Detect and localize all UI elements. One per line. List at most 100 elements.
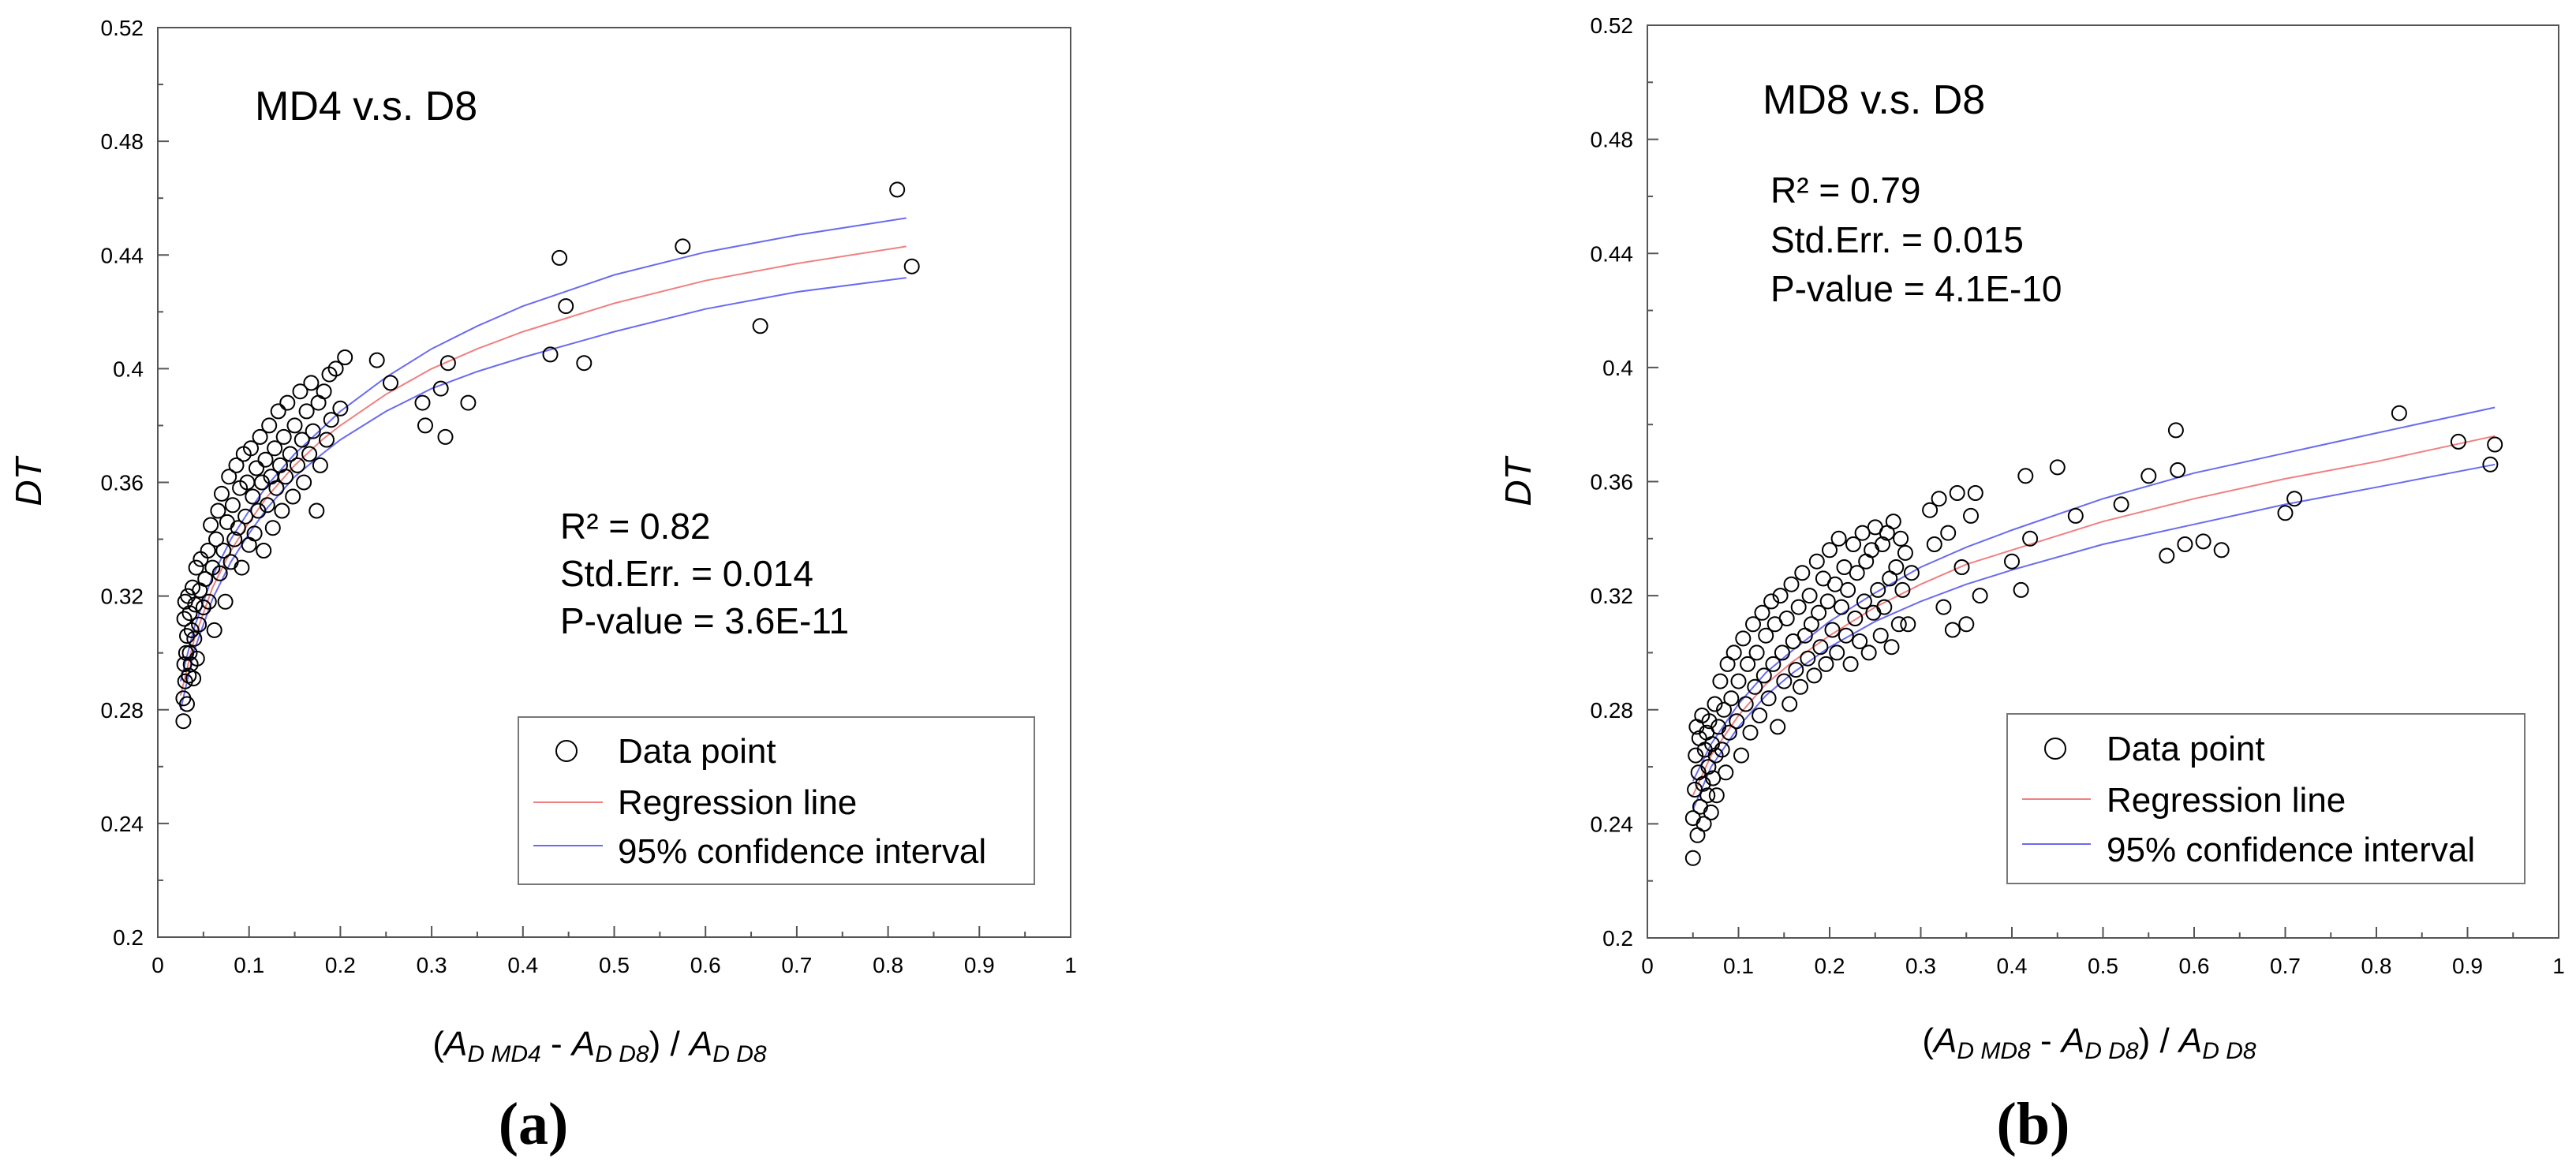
data-point: [1900, 616, 1916, 633]
data-point: [1840, 581, 1856, 598]
data-point: [176, 611, 193, 627]
data-point: [1754, 604, 1770, 621]
data-point: [1696, 816, 1712, 832]
data-point: [1944, 622, 1961, 638]
data-point: [246, 525, 263, 542]
data-point: [1714, 742, 1730, 758]
x-tick-label: 0.6: [690, 953, 721, 977]
panel-caption: (b): [1997, 1091, 2070, 1157]
y-axis-label: DT: [1497, 455, 1538, 506]
data-point: [267, 440, 283, 457]
legend: Data point Regression line 95% confidenc…: [518, 716, 1035, 885]
data-point: [337, 349, 353, 365]
data-point: [1854, 525, 1871, 541]
legend-regression-line: Regression line: [2107, 781, 2346, 820]
data-point: [221, 469, 237, 485]
data-point: [292, 383, 308, 400]
data-point: [752, 318, 768, 334]
data-point: [1684, 850, 1701, 866]
data-point: [1935, 599, 1952, 615]
data-point: [1687, 782, 1703, 798]
data-point: [195, 600, 211, 615]
data-point: [558, 298, 574, 315]
y-tick-label: 0.28: [101, 698, 144, 723]
y-tick-label: 0.24: [1591, 812, 1634, 836]
data-point: [274, 502, 290, 519]
p-value: P-value = 4.1E-10: [1770, 268, 2062, 309]
data-point: [1721, 724, 1737, 741]
data-point: [1894, 581, 1911, 598]
panel-b: 0 0.1 0.2 0.3 0.4 0.5 0.6 0.7 0.8 0.9 1 0.2 0.24 0.28…: [1497, 13, 2565, 1157]
data-point: [1876, 599, 1893, 615]
data-point: [1748, 644, 1765, 661]
data-point: [2113, 496, 2129, 513]
data-point: [1826, 576, 1843, 592]
data-point: [1800, 650, 1816, 667]
x-tick-label: 0.5: [2088, 954, 2118, 978]
data-point: [305, 423, 321, 439]
data-point: [1926, 536, 1942, 552]
legend-data-point: Data point: [2107, 730, 2265, 768]
regression-line: [179, 245, 907, 696]
data-point: [286, 417, 303, 434]
p-value: P-value = 3.6E-11: [560, 600, 849, 641]
r-squared: R² = 0.82: [560, 506, 711, 547]
panel-caption: (a): [499, 1091, 569, 1157]
data-point: [1888, 559, 1905, 575]
data-point: [1793, 678, 1808, 695]
data-point: [1688, 747, 1704, 764]
ci-lower-line: [1692, 463, 2496, 810]
data-point: [278, 469, 293, 485]
x-tick-label: 0.6: [2179, 954, 2210, 978]
y-tick-label: 0.4: [113, 357, 144, 381]
data-point: [224, 497, 241, 514]
data-point: [1818, 656, 1834, 672]
data-point: [181, 667, 197, 684]
data-point: [1758, 627, 1774, 644]
data-point: [268, 480, 285, 496]
data-point: [1842, 656, 1859, 672]
data-point: [285, 488, 301, 505]
data-point: [1776, 673, 1793, 689]
data-point: [1701, 713, 1718, 730]
data-point: [215, 543, 232, 558]
y-tick-label: 0.48: [101, 129, 144, 154]
data-point: [210, 502, 226, 519]
data-point: [279, 394, 296, 411]
x-tick-label: 0.1: [1723, 954, 1754, 978]
data-point: [2159, 547, 2175, 564]
data-point: [1875, 536, 1890, 552]
data-point: [368, 352, 385, 368]
data-point: [1703, 804, 1719, 820]
data-point: [203, 517, 219, 533]
r-squared: R² = 0.79: [1770, 170, 1921, 211]
y-tick-label: 0.52: [1591, 13, 1634, 38]
y-tick-label: 0.4: [1602, 356, 1633, 380]
data-point: [234, 559, 250, 576]
data-point: [1885, 514, 1901, 530]
ci-lower-line: [179, 277, 907, 711]
y-tick-label: 0.2: [1602, 926, 1633, 951]
y-tick-label: 0.48: [1591, 128, 1634, 152]
data-point: [1845, 536, 1861, 552]
data-point: [270, 403, 286, 420]
data-point: [383, 375, 398, 391]
data-point: [1790, 599, 1807, 615]
data-point: [211, 565, 228, 581]
curves: [179, 217, 907, 711]
x-tick-label: 1: [2552, 954, 2565, 978]
data-point: [1922, 502, 1939, 518]
data-point: [316, 383, 332, 400]
data-point: [542, 346, 559, 363]
data-point: [253, 474, 270, 491]
data-point: [1803, 616, 1819, 633]
data-point: [1824, 622, 1841, 638]
data-point: [1740, 656, 1756, 672]
data-point: [327, 360, 344, 377]
data-point: [1847, 611, 1864, 626]
data-point: [179, 628, 195, 644]
data-point: [1893, 530, 1909, 547]
data-point: [275, 428, 292, 445]
data-point: [1829, 644, 1845, 661]
data-point: [675, 238, 691, 255]
